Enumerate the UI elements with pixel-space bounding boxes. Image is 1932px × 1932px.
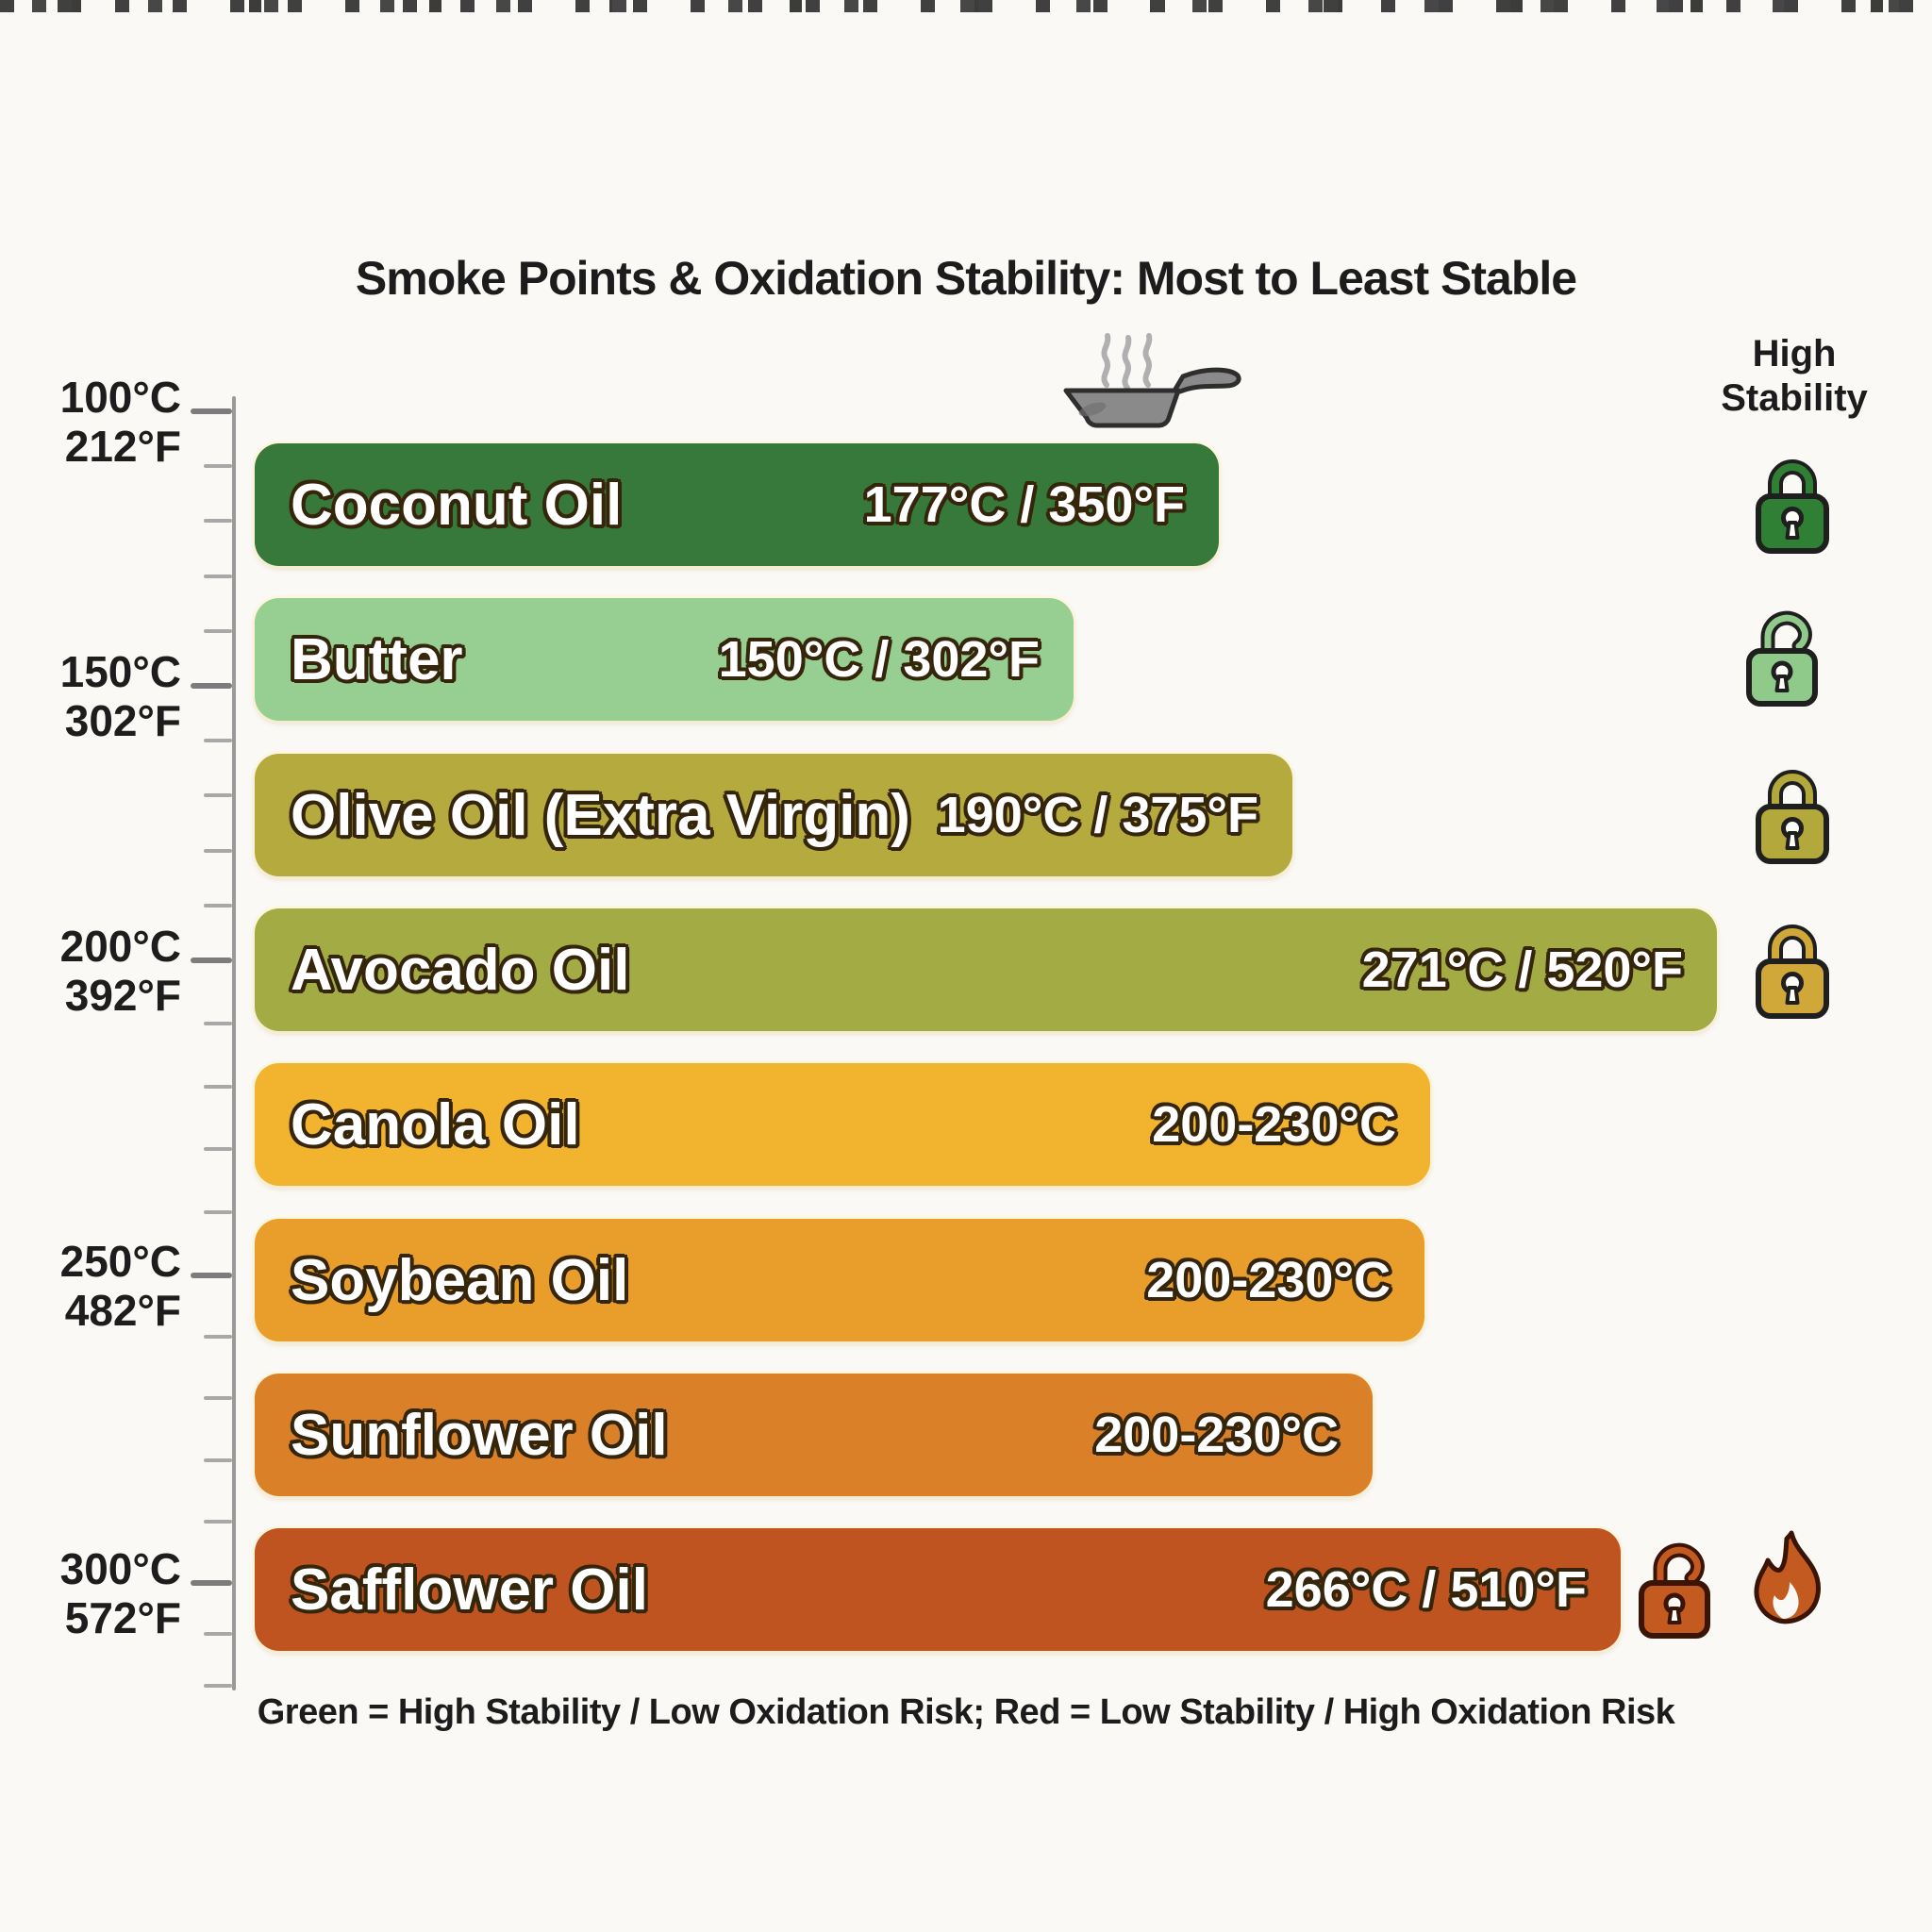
axis-minor-tick	[204, 848, 232, 853]
bar-label: Olive Oil (Extra Virgin)	[291, 782, 910, 848]
lock-closed-icon	[1753, 916, 1832, 1026]
axis-minor-tick	[204, 1684, 232, 1688]
axis-tick-fahrenheit: 392°F	[64, 971, 181, 1020]
bar-sunflower-oil: Sunflower Oil 200-230°C	[255, 1374, 1373, 1496]
legend-caption: Green = High Stability / Low Oxidation R…	[257, 1692, 1675, 1732]
bar-value: 271°C / 520°F	[1361, 941, 1683, 998]
axis-tick-fahrenheit: 302°F	[64, 696, 181, 745]
axis-minor-tick	[204, 1084, 232, 1089]
axis-minor-tick	[204, 1457, 232, 1462]
axis-tick-label: 300°C 572°F	[11, 1544, 181, 1642]
bar-avocado-oil: Avocado Oil 271°C / 520°F	[255, 908, 1717, 1031]
axis-tick-celsius: 100°C	[59, 373, 181, 422]
bar-value: 266°C / 510°F	[1265, 1561, 1587, 1618]
page-title: Smoke Points & Oxidation Stability: Most…	[355, 252, 1577, 305]
bar-label: Safflower Oil	[291, 1557, 648, 1623]
bar-label: Avocado Oil	[291, 937, 630, 1003]
axis-tick-fahrenheit: 212°F	[64, 422, 181, 471]
axis-minor-tick	[204, 1396, 232, 1401]
axis-tick-label: 200°C 392°F	[11, 922, 181, 1020]
axis-minor-tick	[204, 739, 232, 743]
bar-label: Canola Oil	[291, 1091, 580, 1158]
axis-major-tick	[191, 1580, 232, 1586]
bar-value: 190°C / 375°F	[937, 787, 1258, 843]
axis-minor-tick	[204, 628, 232, 633]
axis-line	[232, 396, 236, 1690]
axis-minor-tick	[204, 903, 232, 908]
lock-open-icon	[1638, 1536, 1732, 1646]
axis-minor-tick	[204, 574, 232, 578]
high-stability-line2: Stability	[1721, 377, 1868, 419]
steam-icon	[1101, 333, 1153, 391]
axis-tick-label: 100°C 212°F	[11, 373, 181, 471]
axis-minor-tick	[204, 1519, 232, 1524]
bar-label: Coconut Oil	[291, 472, 623, 538]
axis-tick-celsius: 300°C	[59, 1544, 181, 1593]
bar-canola-oil: Canola Oil 200-230°C	[255, 1063, 1430, 1186]
axis-minor-tick	[204, 464, 232, 469]
high-stability-label: High Stability	[1687, 332, 1902, 421]
axis-major-tick	[191, 958, 232, 963]
bar-label: Soybean Oil	[291, 1247, 629, 1313]
bar-label: Sunflower Oil	[291, 1402, 668, 1468]
bar-soybean-oil: Soybean Oil 200-230°C	[255, 1219, 1424, 1341]
cropped-text-strip	[0, 0, 1932, 12]
axis-minor-tick	[204, 1632, 232, 1636]
axis-tick-fahrenheit: 572°F	[64, 1593, 181, 1642]
bar-coconut-oil: Coconut Oil 177°C / 350°F	[255, 443, 1219, 566]
bar-label: Butter	[291, 626, 463, 692]
lock-open-icon	[1745, 604, 1840, 714]
frying-pan-icon	[1055, 309, 1257, 446]
axis-major-tick	[191, 683, 232, 689]
axis-minor-tick	[204, 1147, 232, 1152]
bar-olive-oil-extra-virgin: Olive Oil (Extra Virgin) 190°C / 375°F	[255, 754, 1292, 876]
axis-tick-label: 150°C 302°F	[11, 647, 181, 745]
axis-major-tick	[191, 408, 232, 414]
bar-value: 150°C / 302°F	[718, 631, 1040, 688]
bar-value: 200-230°C	[1146, 1252, 1391, 1308]
bar-value: 200-230°C	[1152, 1096, 1396, 1153]
axis-minor-tick	[204, 519, 232, 524]
lock-closed-icon	[1753, 761, 1832, 872]
axis-minor-tick	[204, 1021, 232, 1025]
axis-minor-tick	[204, 1335, 232, 1340]
bar-safflower-oil: Safflower Oil 266°C / 510°F	[255, 1528, 1621, 1651]
high-stability-line1: High	[1752, 333, 1837, 375]
axis-minor-tick	[204, 793, 232, 798]
axis-major-tick	[191, 1273, 232, 1278]
bar-value: 177°C / 350°F	[863, 476, 1185, 533]
axis-tick-celsius: 150°C	[59, 647, 181, 696]
bar-value: 200-230°C	[1094, 1407, 1339, 1463]
axis-tick-celsius: 250°C	[59, 1237, 181, 1286]
lock-closed-icon	[1753, 451, 1832, 561]
axis-tick-label: 250°C 482°F	[11, 1237, 181, 1335]
flame-icon	[1747, 1530, 1830, 1635]
axis-tick-celsius: 200°C	[59, 922, 181, 971]
axis-minor-tick	[204, 1210, 232, 1215]
axis-tick-fahrenheit: 482°F	[64, 1286, 181, 1335]
bar-butter: Butter 150°C / 302°F	[255, 598, 1074, 721]
